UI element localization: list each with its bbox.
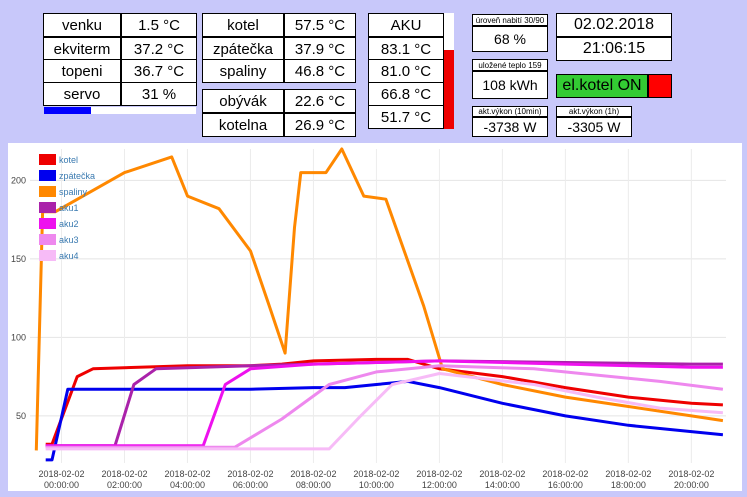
temperature-chart: 50 100 150 200 2018-02-02 00:00:00 2018-02-02 0… [8, 143, 742, 491]
x-tick-label-date: 2018-02-02 [668, 469, 714, 479]
charge-level-value: 68 % [472, 26, 548, 52]
value-ekviterm: 37.2 °C [121, 37, 197, 61]
legend-label-zpátečka: zpátečka [59, 171, 95, 181]
value-venku: 1.5 °C [121, 13, 197, 37]
legend-swatch-zpátečka [39, 170, 56, 181]
stored-heat-label: uložené teplo 159 [472, 59, 548, 71]
aku-title: AKU [368, 13, 444, 37]
x-tick-label-time: 04:00:00 [170, 480, 205, 490]
chart-svg: 501001502002018-02-0200:00:002018-02-020… [11, 147, 726, 490]
legend-swatch-aku4 [39, 250, 56, 261]
value-kotel: 57.5 °C [284, 13, 356, 37]
series-line-aku4 [45, 372, 724, 451]
x-tick-label-time: 06:00:00 [233, 480, 268, 490]
label-ekviterm: ekviterm [43, 37, 121, 61]
label-servo: servo [43, 82, 121, 106]
series-line-spaliny [34, 147, 724, 451]
series-line-aku2 [45, 359, 723, 448]
x-tick-label-time: 20:00:00 [674, 480, 709, 490]
label-obyvak: obývák [202, 89, 284, 113]
label-zpatecka: zpátečka [202, 37, 284, 61]
x-tick-label-date: 2018-02-02 [416, 469, 462, 479]
legend-label-aku4: aku4 [59, 251, 79, 261]
legend-label-spaliny: spaliny [59, 187, 88, 197]
value-spaliny: 46.8 °C [284, 59, 356, 83]
x-tick-label-time: 14:00:00 [485, 480, 520, 490]
legend-label-aku1: aku1 [59, 203, 79, 213]
x-tick-label-time: 00:00:00 [44, 480, 79, 490]
aku-value-1: 83.1 °C [368, 37, 444, 61]
label-kotelna: kotelna [202, 113, 284, 137]
label-kotel: kotel [202, 13, 284, 37]
legend-swatch-aku3 [39, 234, 56, 245]
x-tick-label-time: 12:00:00 [422, 480, 457, 490]
y-tick-label: 200 [11, 175, 26, 185]
legend-swatch-aku2 [39, 218, 56, 229]
x-tick-label-date: 2018-02-02 [164, 469, 210, 479]
y-tick-label: 150 [11, 254, 26, 264]
x-tick-label-time: 10:00:00 [359, 480, 394, 490]
aku-level-bar [444, 13, 454, 129]
charge-level-label: úroveň nabití 30/90 [472, 14, 548, 26]
series-line-zpátečka [45, 379, 724, 462]
value-zpatecka: 37.9 °C [284, 37, 356, 61]
label-spaliny: spaliny [202, 59, 284, 83]
x-tick-label-date: 2018-02-02 [605, 469, 651, 479]
elkotel-status[interactable]: el.kotel ON [556, 74, 648, 98]
aku-level-fill [444, 50, 454, 129]
power-1h-value: -3305 W [556, 117, 632, 137]
legend-swatch-kotel [39, 154, 56, 165]
x-tick-label-time: 16:00:00 [548, 480, 583, 490]
value-topeni: 36.7 °C [121, 59, 197, 83]
clock-date: 02.02.2018 [556, 13, 672, 37]
servo-bar [44, 107, 196, 114]
x-tick-label-date: 2018-02-02 [38, 469, 84, 479]
aku-value-4: 51.7 °C [368, 105, 444, 129]
stored-heat-value: 108 kWh [472, 71, 548, 99]
power-1h-label: akt.výkon (1h) [556, 106, 632, 117]
value-obyvak: 22.6 °C [284, 89, 356, 113]
elkotel-indicator [648, 74, 672, 98]
aku-value-2: 81.0 °C [368, 59, 444, 83]
series-line-kotel [45, 357, 723, 446]
power-10min-label: akt.výkon (10min) [472, 106, 548, 117]
legend-label-aku2: aku2 [59, 219, 79, 229]
label-topeni: topeni [43, 59, 121, 83]
value-servo: 31 % [121, 82, 197, 106]
x-tick-label-date: 2018-02-02 [353, 469, 399, 479]
x-tick-label-date: 2018-02-02 [101, 469, 147, 479]
legend-swatch-spaliny [39, 186, 56, 197]
value-kotelna: 26.9 °C [284, 113, 356, 137]
label-venku: venku [43, 13, 121, 37]
power-10min-value: -3738 W [472, 117, 548, 137]
x-tick-label-date: 2018-02-02 [479, 469, 525, 479]
legend-label-kotel: kotel [59, 155, 78, 165]
x-tick-label-time: 08:00:00 [296, 480, 331, 490]
y-tick-label: 100 [11, 332, 26, 342]
series-line-aku1 [45, 359, 723, 448]
legend-label-aku3: aku3 [59, 235, 79, 245]
x-tick-label-date: 2018-02-02 [290, 469, 336, 479]
x-tick-label-date: 2018-02-02 [227, 469, 273, 479]
legend-swatch-aku1 [39, 202, 56, 213]
aku-value-3: 66.8 °C [368, 82, 444, 106]
y-tick-label: 50 [16, 411, 26, 421]
servo-bar-fill [44, 107, 92, 114]
x-tick-label-time: 18:00:00 [611, 480, 646, 490]
series-line-aku3 [45, 364, 724, 449]
clock-time: 21:06:15 [556, 37, 672, 61]
x-tick-label-date: 2018-02-02 [542, 469, 588, 479]
x-tick-label-time: 02:00:00 [107, 480, 142, 490]
